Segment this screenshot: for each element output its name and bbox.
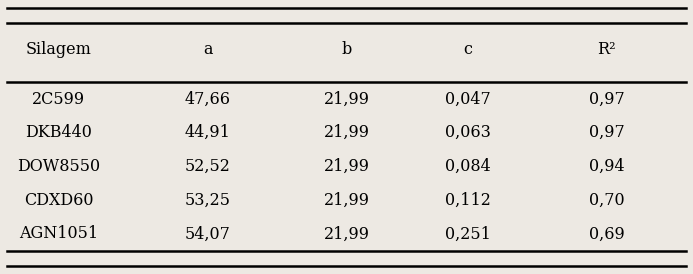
- Text: 21,99: 21,99: [324, 225, 369, 242]
- Text: 53,25: 53,25: [185, 192, 231, 209]
- Text: 44,91: 44,91: [185, 124, 231, 141]
- Text: DKB440: DKB440: [26, 124, 92, 141]
- Text: 21,99: 21,99: [324, 158, 369, 175]
- Text: 21,99: 21,99: [324, 124, 369, 141]
- Text: 0,084: 0,084: [445, 158, 491, 175]
- Text: AGN1051: AGN1051: [19, 225, 98, 242]
- Text: CDXD60: CDXD60: [24, 192, 94, 209]
- Text: DOW8550: DOW8550: [17, 158, 100, 175]
- Text: Silagem: Silagem: [26, 41, 92, 58]
- Text: c: c: [464, 41, 472, 58]
- Text: 52,52: 52,52: [185, 158, 231, 175]
- Text: 21,99: 21,99: [324, 90, 369, 108]
- Text: a: a: [203, 41, 213, 58]
- Text: 0,94: 0,94: [588, 158, 624, 175]
- Text: 0,70: 0,70: [588, 192, 624, 209]
- Text: 0,047: 0,047: [445, 90, 491, 108]
- Text: 0,251: 0,251: [445, 225, 491, 242]
- Text: 0,97: 0,97: [588, 124, 624, 141]
- Text: R²: R²: [597, 41, 615, 58]
- Text: 21,99: 21,99: [324, 192, 369, 209]
- Text: 0,063: 0,063: [445, 124, 491, 141]
- Text: 0,97: 0,97: [588, 90, 624, 108]
- Text: 0,69: 0,69: [588, 225, 624, 242]
- Text: 54,07: 54,07: [185, 225, 231, 242]
- Text: 47,66: 47,66: [185, 90, 231, 108]
- Text: b: b: [342, 41, 351, 58]
- Text: 0,112: 0,112: [445, 192, 491, 209]
- Text: 2C599: 2C599: [33, 90, 85, 108]
